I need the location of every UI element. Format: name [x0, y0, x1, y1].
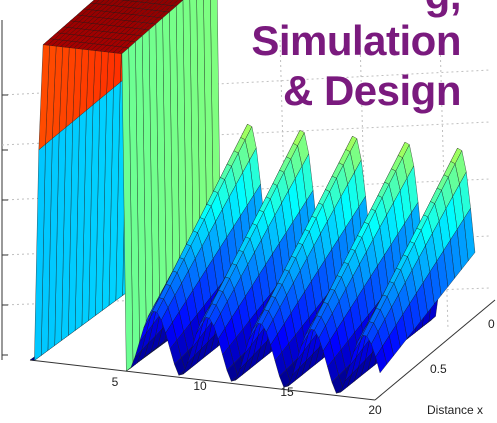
x-tick-label: 5	[112, 375, 119, 389]
x-tick-label: 15	[280, 385, 294, 399]
x-tick-label: 10	[193, 379, 207, 393]
x-tick-label: 20	[368, 403, 382, 417]
title-line-3: & Design	[283, 70, 461, 112]
title-line-1: g,	[425, 0, 461, 16]
title-line-2: Simulation	[251, 20, 461, 62]
y-tick-label: 0	[488, 317, 495, 331]
x-axis-label: Distance x	[427, 403, 483, 417]
y-tick-label: 0.5	[430, 362, 447, 376]
